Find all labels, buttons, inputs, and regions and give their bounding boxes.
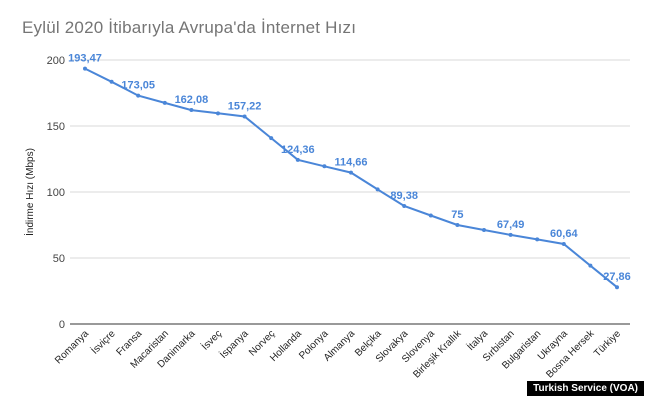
data-label: 173,05 <box>121 80 155 92</box>
y-axis-ticks: 0 50 100 150 200 <box>47 55 65 331</box>
data-label: 114,66 <box>334 157 367 169</box>
y-axis-title: İndirme Hızı (Mbps) <box>23 148 36 236</box>
data-point <box>508 232 513 237</box>
data-point <box>162 100 167 105</box>
data-label: 60,64 <box>550 228 578 240</box>
y-tick-label: 150 <box>47 121 65 133</box>
data-label: 162,08 <box>175 94 209 106</box>
data-point <box>269 136 274 141</box>
chart-title: Eylül 2020 İtibarıyla Avrupa'da İnternet… <box>22 18 357 37</box>
data-point <box>535 237 540 242</box>
data-labels: 193,47 173,05 162,08 157,22 124,36 114,66 89,3… <box>68 53 631 284</box>
data-point <box>428 213 433 218</box>
data-point <box>322 164 327 169</box>
data-label: 89,38 <box>390 190 418 202</box>
x-tick-label: Romanya <box>53 328 91 366</box>
data-label: 27,86 <box>603 271 631 283</box>
y-tick-label: 0 <box>59 319 65 331</box>
data-label: 124,36 <box>281 144 315 156</box>
x-tick-label: Bosna Hersek <box>544 328 597 381</box>
data-label: 75 <box>451 209 463 221</box>
data-point <box>561 241 566 246</box>
y-tick-label: 50 <box>53 253 65 265</box>
data-point <box>216 111 220 116</box>
y-tick-label: 200 <box>47 55 65 67</box>
data-point <box>109 79 114 84</box>
data-point <box>136 93 141 98</box>
y-tick-label: 100 <box>47 187 65 199</box>
data-point <box>83 66 87 71</box>
x-tick-label: İtalya <box>464 327 490 353</box>
data-label: 67,49 <box>497 219 525 231</box>
data-point <box>242 114 247 119</box>
data-points <box>83 66 619 290</box>
data-point <box>402 204 407 209</box>
x-tick-label: Türkiye <box>592 328 623 359</box>
data-point <box>455 223 460 227</box>
data-point <box>615 285 619 290</box>
data-point <box>588 263 593 268</box>
x-tick-label: İsviçre <box>88 327 118 357</box>
x-tick-label: Birleşik Krallık <box>411 328 464 381</box>
x-tick-label: İspanya <box>217 327 251 361</box>
x-tick-label: İsveç <box>198 327 224 353</box>
data-label: 157,22 <box>228 100 262 112</box>
data-point <box>482 228 486 233</box>
gridlines <box>70 59 630 325</box>
data-point <box>375 187 380 192</box>
watermark: Turkish Service (VOA) <box>527 381 644 396</box>
data-point <box>295 157 300 162</box>
data-label: 193,47 <box>68 53 102 65</box>
data-point <box>349 170 353 175</box>
data-point <box>189 108 194 113</box>
